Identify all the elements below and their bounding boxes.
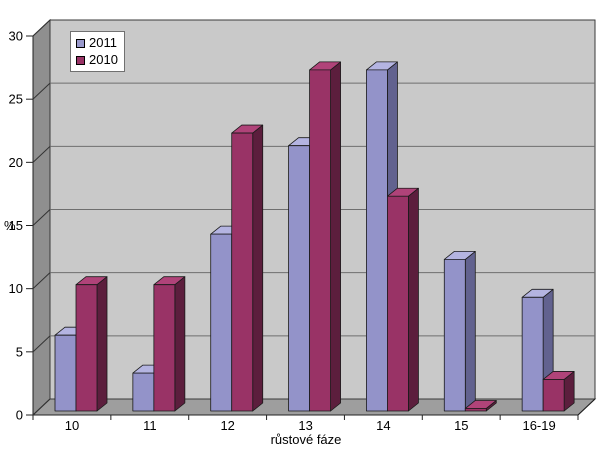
y-tick-wall-5 (32, 335, 51, 353)
y-tick-label-10: 10 (9, 281, 23, 296)
x-tick-label-10: 10 (65, 418, 79, 433)
bar-front-face (231, 132, 254, 412)
x-tick-label-14: 14 (376, 418, 390, 433)
y-axis-title: % (4, 218, 16, 233)
bar-front-face (75, 284, 98, 412)
bar-2010-cat-16-19 (542, 371, 575, 412)
bar-front-face (288, 145, 310, 412)
x-axis-title: růstové fáze (271, 432, 342, 447)
x-tick-label-15: 15 (454, 418, 468, 433)
bar-2010-cat-15 (464, 400, 497, 412)
bar-2011-cat-15 (443, 251, 476, 412)
bar-front-face (54, 334, 77, 412)
bar-front-face (387, 195, 409, 412)
bar-2010-cat-12 (231, 124, 264, 412)
bar-side-face (252, 124, 264, 412)
bar-side-face (330, 61, 341, 412)
bar-front-face (309, 69, 331, 412)
bars (54, 61, 575, 412)
bar-front-face (542, 379, 565, 412)
bar-side-face (464, 251, 476, 412)
y-tick-wall-25 (32, 82, 51, 100)
bar-side-face (174, 276, 186, 412)
y-tick-label-15: 15 (9, 218, 23, 233)
x-tick-label-12: 12 (220, 418, 234, 433)
y-tick-wall-10 (32, 272, 51, 290)
y-tick-label-0: 0 (16, 408, 23, 423)
legend-swatch-2011 (76, 38, 85, 48)
axes (26, 19, 596, 420)
bar-front-face (464, 408, 487, 412)
legend-swatch-2010 (76, 55, 85, 65)
axis-labels: 0 5 10 15 20 25 30 10 11 12 13 14 15 16-19 (9, 29, 556, 433)
x-tick-label-13: 13 (298, 418, 312, 433)
legend-item-2010: 2010 (76, 52, 118, 68)
x-tick-label-11: 11 (143, 418, 157, 433)
bar-front-face (153, 284, 176, 412)
bar-front-face (521, 296, 544, 412)
y-tick-label-30: 30 (9, 29, 23, 44)
y-tick-label-20: 20 (9, 155, 23, 170)
bar-side-face (408, 187, 419, 412)
legend-label-2010: 2010 (89, 52, 118, 67)
bar-side-face (96, 276, 108, 412)
bar-front-face (366, 69, 388, 412)
bar-2010-cat-10 (75, 276, 108, 412)
y-tick-label-5: 5 (16, 344, 23, 359)
floor-front-right-edge (577, 398, 596, 416)
legend: 2011 2010 (70, 31, 125, 72)
y-tick-wall-0 (32, 398, 51, 416)
bar-front-face (132, 372, 155, 412)
bar-front-face (443, 259, 466, 412)
y-tick-wall-30 (32, 19, 51, 37)
bar-2010-cat-14 (387, 187, 419, 412)
bar-2010-cat-11 (153, 276, 186, 412)
y-tick-wall-15 (32, 209, 51, 226)
legend-item-2011: 2011 (76, 35, 118, 51)
legend-label-2011: 2011 (89, 35, 117, 50)
bar-2010-cat-13 (309, 61, 341, 412)
bar-front-face (210, 233, 233, 412)
y-tick-label-25: 25 (9, 92, 23, 107)
x-tick-label-16-19: 16-19 (522, 418, 555, 433)
y-tick-wall-20 (32, 145, 51, 163)
